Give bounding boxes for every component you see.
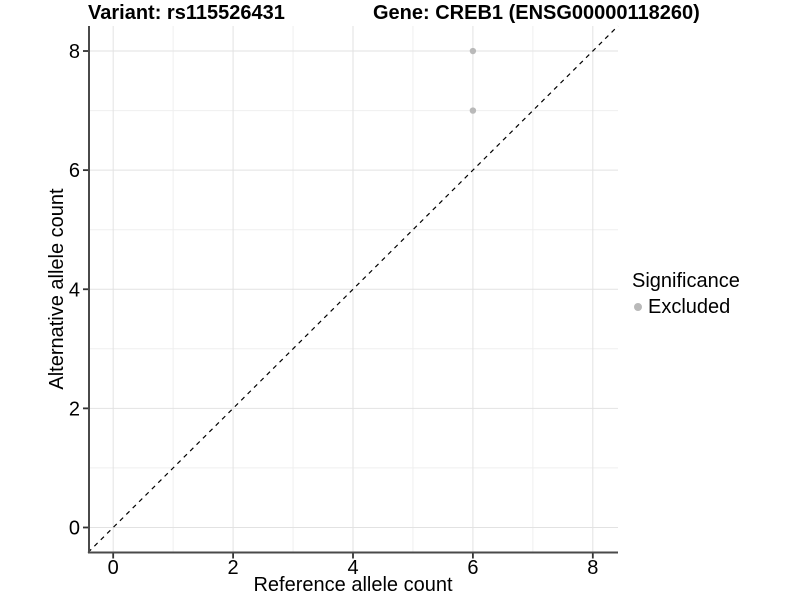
y-tick-label: 8 (69, 41, 80, 63)
y-tick-label: 6 (69, 160, 80, 182)
y-tick-label: 0 (69, 517, 80, 539)
identity-dashed-line (87, 25, 619, 553)
legend-title: Significance (632, 270, 740, 292)
x-tick-label: 8 (587, 557, 598, 579)
x-tick-label: 0 (108, 557, 119, 579)
major-gridlines (88, 26, 618, 553)
data-points (469, 47, 477, 114)
y-tick-label: 2 (69, 398, 80, 420)
y-tick-label: 4 (69, 279, 80, 301)
legend: Significance Excluded (632, 269, 740, 319)
y-axis-title: Alternative allele count (46, 188, 68, 390)
plot-title-gene: Gene: CREB1 (ENSG00000118260) (373, 2, 700, 24)
x-axis-title: Reference allele count (253, 574, 453, 596)
y-tick-labels: 0 2 4 6 8 (69, 41, 80, 539)
scatter-point (469, 47, 477, 55)
plot-title-variant: Variant: rs115526431 (88, 2, 285, 24)
x-tick-labels: 0 2 4 6 8 (108, 557, 599, 579)
axis-tick-marks (83, 50, 594, 559)
x-tick-label: 2 (228, 557, 239, 579)
axis-lines (88, 26, 618, 554)
x-tick-label: 6 (467, 557, 478, 579)
legend-item-excluded: Excluded (634, 295, 740, 319)
legend-item-label: Excluded (648, 296, 731, 318)
x-tick-label: 4 (347, 557, 358, 579)
legend-point-icon (634, 303, 642, 311)
scatter-point (469, 107, 477, 114)
